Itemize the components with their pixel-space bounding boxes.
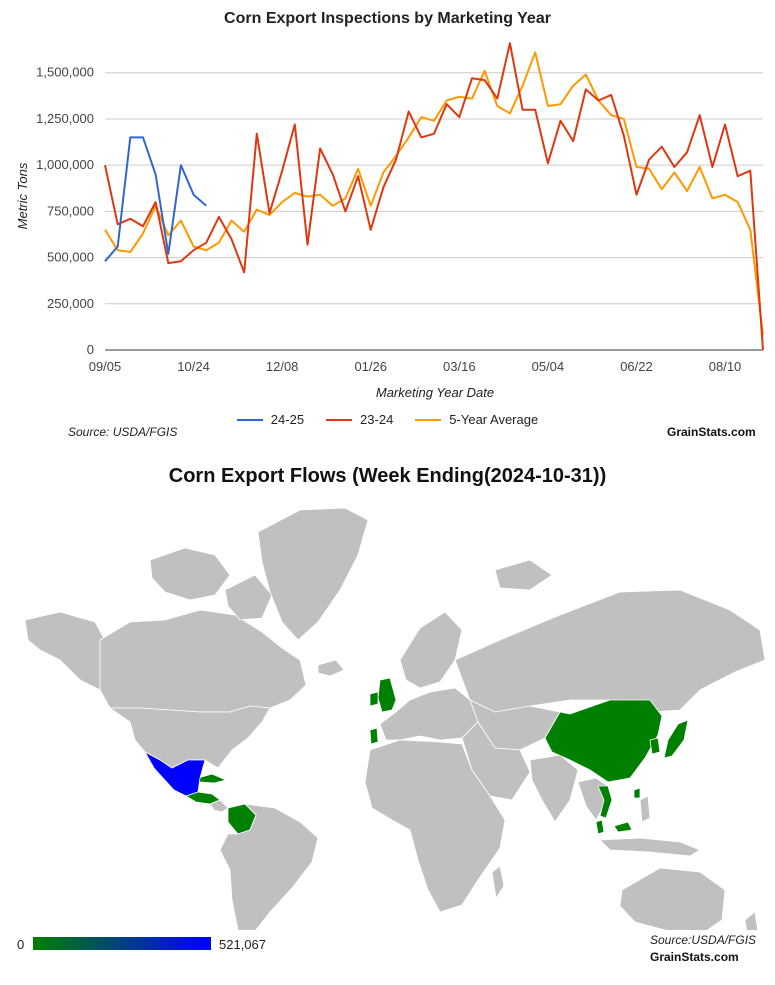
- map-country-canada[interactable]: [100, 610, 306, 712]
- series-line-5-year-average[interactable]: [105, 52, 763, 335]
- map-country-portugal[interactable]: [370, 728, 378, 744]
- chart-source: Source: USDA/FGIS: [68, 425, 177, 439]
- map-country-india[interactable]: [530, 755, 578, 822]
- map-country-iceland[interactable]: [318, 660, 344, 676]
- x-tick-label: 05/04: [532, 359, 565, 374]
- x-tick-label: 01/26: [354, 359, 387, 374]
- map-country-cuba[interactable]: [198, 774, 226, 783]
- map-country-united-kingdom[interactable]: [378, 678, 396, 712]
- map-country-australia[interactable]: [620, 868, 725, 930]
- map-source: Source:USDA/FGIS: [650, 933, 756, 947]
- x-tick-label: 10/24: [177, 359, 210, 374]
- y-axis-ticks: 0 250,000 500,000 750,000 1,000,000 1,250,000…: [36, 65, 94, 357]
- y-tick-label: 750,000: [47, 203, 94, 218]
- map-country-indonesia[interactable]: [600, 838, 700, 856]
- x-tick-label: 12/08: [266, 359, 299, 374]
- scale-max-label: 521,067: [219, 937, 266, 952]
- map-country-japan[interactable]: [664, 720, 688, 758]
- map-country-scandinavia[interactable]: [400, 612, 462, 688]
- map-country-malaysia[interactable]: [596, 820, 632, 834]
- x-tick-label: 09/05: [89, 359, 122, 374]
- legend-swatch: [326, 419, 352, 421]
- x-axis-label: Marketing Year Date: [376, 385, 494, 400]
- map-brand: GrainStats.com: [650, 950, 739, 964]
- map-country-alaska[interactable]: [25, 612, 105, 690]
- y-tick-label: 1,000,000: [36, 157, 94, 172]
- x-axis-ticks: 09/05 10/24 12/08 01/26 03/16 05/04 06/22 08/10: [89, 359, 742, 374]
- gridlines: [105, 73, 763, 350]
- map-country-philippines[interactable]: [640, 796, 650, 822]
- y-axis-label: Metric Tons: [15, 162, 30, 229]
- map-country-south-korea[interactable]: [650, 738, 660, 754]
- map-country-new-zealand[interactable]: [745, 912, 758, 930]
- map-country-usa[interactable]: [110, 706, 270, 768]
- map-island-baffin[interactable]: [225, 575, 272, 620]
- map-country-ireland[interactable]: [370, 692, 378, 706]
- chart-brand: GrainStats.com: [667, 425, 756, 439]
- legend-item-24-25[interactable]: 24-25: [237, 412, 304, 427]
- line-chart: 0 250,000 500,000 750,000 1,000,000 1,250,000…: [0, 0, 775, 405]
- map-country-greenland[interactable]: [258, 508, 368, 640]
- x-tick-label: 08/10: [709, 359, 742, 374]
- legend-label: 5-Year Average: [449, 412, 538, 427]
- map-country-madagascar[interactable]: [492, 866, 504, 898]
- y-tick-label: 250,000: [47, 296, 94, 311]
- map-island-canadian-arctic[interactable]: [150, 548, 230, 600]
- y-tick-label: 500,000: [47, 250, 94, 265]
- y-tick-label: 1,500,000: [36, 65, 94, 80]
- map-country-russia[interactable]: [455, 590, 765, 712]
- y-tick-label: 0: [87, 342, 94, 357]
- legend-swatch: [237, 419, 263, 421]
- y-tick-label: 1,250,000: [36, 111, 94, 126]
- legend-swatch: [415, 419, 441, 421]
- legend-label: 23-24: [360, 412, 393, 427]
- world-map: [0, 490, 775, 930]
- map-island-arctic-russia[interactable]: [495, 560, 552, 590]
- legend-item-23-24[interactable]: 23-24: [326, 412, 393, 427]
- legend-item-5yr-average[interactable]: 5-Year Average: [415, 412, 538, 427]
- color-scale-bar: [33, 937, 211, 950]
- x-tick-label: 03/16: [443, 359, 476, 374]
- map-country-taiwan[interactable]: [634, 788, 640, 798]
- map-title: Corn Export Flows (Week Ending(2024-10-3…: [0, 465, 775, 488]
- legend-label: 24-25: [271, 412, 304, 427]
- x-tick-label: 06/22: [620, 359, 653, 374]
- scale-min-label: 0: [17, 937, 24, 952]
